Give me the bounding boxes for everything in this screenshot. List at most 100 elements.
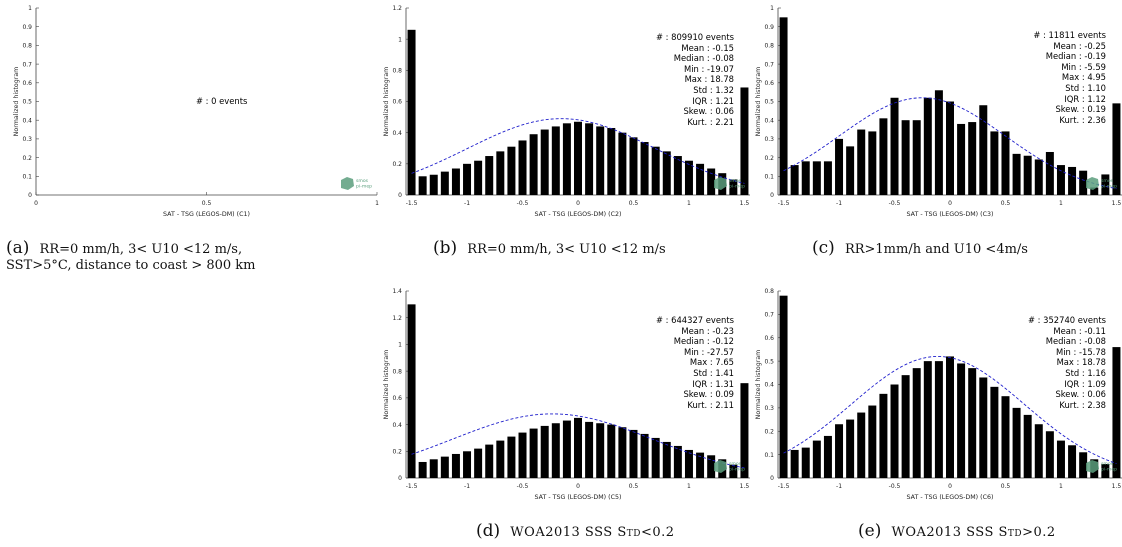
histogram-bar [696,163,705,195]
x-tick-label: 1 [687,200,691,207]
histogram-bar [812,161,821,195]
histogram-bar [923,97,932,195]
histogram-bar [1045,431,1054,478]
histogram-bar [868,131,877,195]
y-tick-label: 1 [398,342,402,349]
stats-line: IQR : 1.21 [692,95,734,106]
logo-text-line2: pi-mep [1101,467,1117,473]
x-tick-label: 0 [576,483,580,490]
histogram-bar [596,423,605,478]
stats-box: # : 11811 events Mean : -0.25 Median : -0.… [1033,30,1106,125]
y-tick-label: 0.4 [764,382,774,389]
y-tick-label: 0.4 [22,117,32,124]
stats-line: Mean : -0.15 [681,42,734,53]
histogram-bar [1045,151,1054,195]
chart-panel-a: 0 0.1 0.2 0.3 0.4 0.5 0.6 0.7 0.8 0.9 1 0 0.5 1 SAT - … [0,0,380,225]
caption-b-label: (b) [433,238,458,258]
histogram-bar [684,160,693,195]
histogram-bar [540,425,549,478]
x-tick-label: 1.5 [1112,483,1122,490]
logo-text-line1: smos [356,179,369,184]
y-tick-label: 0.1 [764,452,774,459]
histogram-bar [496,440,505,478]
stats-line: Min : -27.57 [683,346,734,357]
stats-line: Std : 1.10 [1065,82,1106,93]
histogram-bar [729,179,738,195]
x-axis-label: SAT - TSG (LEGOS-DM) (C3) [907,211,994,218]
caption-a-line1: RR=0 mm/h, 3< U10 <12 m/s, [39,242,243,257]
histogram-bar [607,127,616,195]
histogram-bar [934,361,943,478]
histogram-bar [1101,463,1110,478]
y-tick-label: 0.8 [392,368,402,375]
x-axis-label: SAT - TSG (LEGOS-DM) (C2) [535,211,622,218]
histogram-bar [923,361,932,478]
histogram-bar [1001,396,1010,478]
y-axis-label: Normalized histogram [383,350,390,420]
y-tick-label: 0.5 [22,99,32,106]
logo-text-line2: pi-mep [356,184,372,190]
caption-b-text: RR=0 mm/h, 3< U10 <12 m/s [467,242,666,257]
histogram-bar [1079,170,1088,195]
y-tick-label: 0 [398,475,402,482]
histogram-bar [1034,159,1043,195]
histogram-bar [1068,445,1077,478]
histogram-bar [585,123,594,195]
x-tick-label: -1 [836,200,842,207]
y-tick-label: 0.3 [764,405,774,412]
histogram-bar [835,424,844,478]
histogram-bar [868,405,877,478]
x-tick-label: -1.5 [406,200,418,207]
histogram-bar [662,151,671,195]
histogram-bar [901,120,910,195]
gaussian-fit-line [411,413,745,469]
histogram-bar [879,118,888,195]
chart-svg-e: 0 0.1 0.2 0.3 0.4 0.5 0.6 0.7 0.8 -1.5 -1 -0.5 0 0.5 1… [755,288,1122,501]
histogram-bar [968,122,977,195]
histogram-bar [879,393,888,478]
x-tick-label: 1 [1059,200,1063,207]
histogram-bar [979,105,988,195]
histogram-bar [835,138,844,195]
histogram-bar [418,461,427,478]
caption-c-text: RR>1mm/h and U10 <4m/s [844,242,1028,257]
stats-line: Std : 1.32 [693,84,734,95]
histogram-bar [1079,452,1088,478]
stats-line: Min : -5.59 [1061,61,1106,72]
histogram-bar [440,171,449,195]
histogram-bar [673,445,682,478]
y-tick-label: 0.5 [764,99,774,106]
y-tick-label: 0.6 [392,99,402,106]
histogram-bar [890,384,899,478]
histogram-bar [696,452,705,478]
y-tick-label: 0 [398,192,402,199]
x-tick-label: -0.5 [889,483,901,490]
x-axis-label: SAT - TSG (LEGOS-DM) (C5) [535,494,622,501]
x-tick-label: -1 [464,483,470,490]
chart-svg-b: 0 0.2 0.4 0.6 0.8 1 1.2 -1.5 -1 -0.5 0 0.5 1 1.5 SAT -… [383,5,750,218]
caption-c-label: (c) [812,238,835,258]
zero-events-text: # : 0 events [196,96,248,106]
histogram-bar [518,140,527,195]
y-tick-label: 0.7 [22,61,32,68]
x-tick-label: -0.5 [517,483,529,490]
y-axis-label: Normalized histogram [755,350,762,420]
histogram-bar [418,176,427,195]
histogram-bar [618,132,627,195]
stats-box: # : 809910 events Mean : -0.15 Median : -0… [656,32,734,127]
histogram-bar [1056,165,1065,195]
x-tick-label: -1.5 [406,483,418,490]
logo-mark [1086,177,1099,190]
histogram-bar [518,432,527,478]
gaussian-fit-line [411,118,745,184]
logo-mark [714,460,727,473]
caption-a-line2: SST>5°C, distance to coast > 800 km [6,258,256,273]
x-tick-label: 0 [948,200,952,207]
y-tick-label: 0 [770,192,774,199]
caption-e-label: (e) [858,521,882,541]
histogram-bar [562,123,571,195]
x-tick-label: 0.5 [1001,200,1011,207]
y-tick-label: 0.8 [764,43,774,50]
chart-svg-d: 0 0.2 0.4 0.6 0.8 1 1.2 1.4 -1.5 -1 -0.5 0 0.5 1 1.5 SA… [383,288,750,501]
